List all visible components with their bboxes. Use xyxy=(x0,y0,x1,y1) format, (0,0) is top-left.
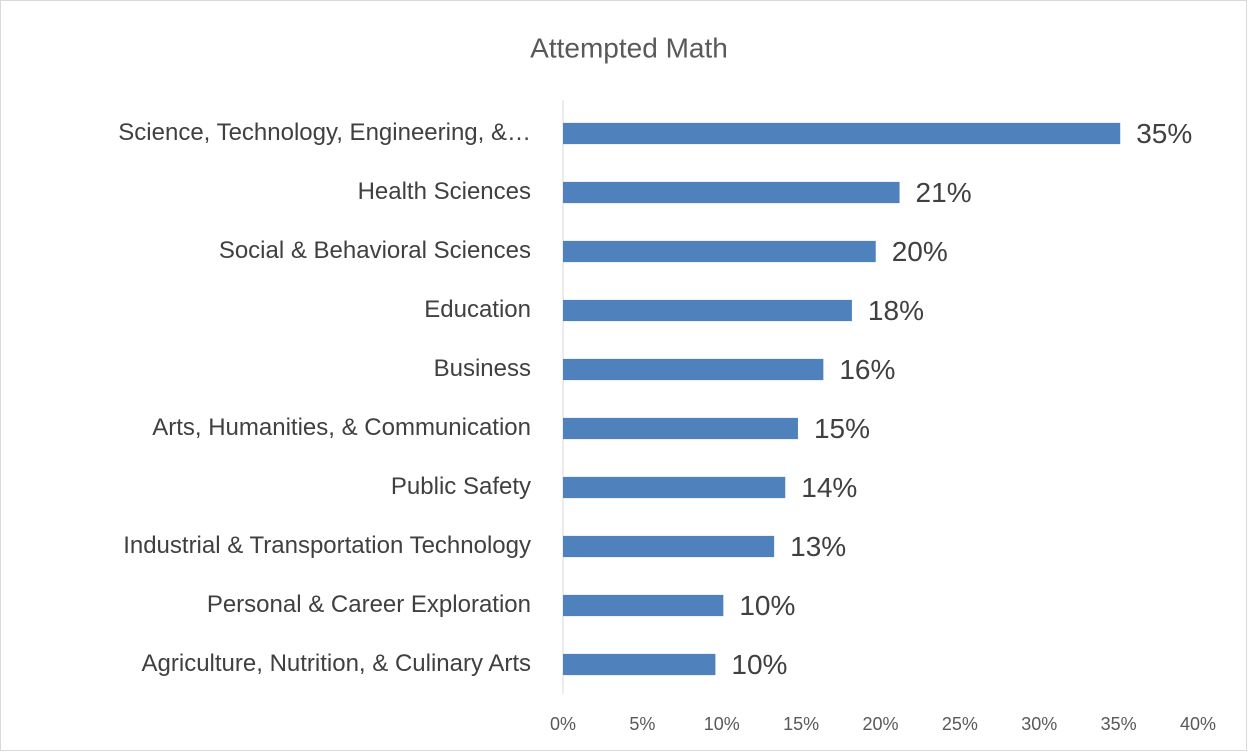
bar xyxy=(563,594,724,617)
data-label: 20% xyxy=(892,236,948,267)
data-label: 14% xyxy=(801,472,857,503)
data-label: 15% xyxy=(814,413,870,444)
data-label: 10% xyxy=(731,649,787,680)
bar xyxy=(563,181,900,204)
data-label: 35% xyxy=(1136,118,1192,149)
x-tick-label: 40% xyxy=(1180,714,1216,734)
x-tick-label: 30% xyxy=(1021,714,1057,734)
x-tick-label: 0% xyxy=(550,714,576,734)
x-tick-label: 35% xyxy=(1101,714,1137,734)
bar xyxy=(563,535,775,558)
bar xyxy=(563,299,852,322)
y-tick-label: Arts, Humanities, & Communication xyxy=(152,414,531,441)
x-tick-label: 15% xyxy=(783,714,819,734)
y-tick-label: Industrial & Transportation Technology xyxy=(123,532,531,559)
bar xyxy=(563,358,824,381)
chart-title: Attempted Math xyxy=(530,32,728,63)
data-label: 16% xyxy=(839,354,895,385)
x-tick-label: 5% xyxy=(629,714,655,734)
data-label: 13% xyxy=(790,531,846,562)
y-tick-label: Health Sciences xyxy=(358,178,531,205)
x-tick-label: 20% xyxy=(862,714,898,734)
x-tick-label: 10% xyxy=(704,714,740,734)
data-label: 21% xyxy=(916,177,972,208)
y-tick-label: Public Safety xyxy=(391,473,531,500)
bar xyxy=(563,122,1121,145)
bar xyxy=(563,417,798,440)
y-tick-label: Business xyxy=(434,355,531,382)
y-tick-label: Education xyxy=(424,296,531,323)
data-label: 10% xyxy=(739,590,795,621)
bar xyxy=(563,240,876,263)
data-label: 18% xyxy=(868,295,924,326)
bar xyxy=(563,653,716,676)
y-tick-label: Science, Technology, Engineering, &… xyxy=(118,119,531,146)
y-tick-label: Social & Behavioral Sciences xyxy=(219,237,531,264)
bar xyxy=(563,476,786,499)
x-tick-label: 25% xyxy=(942,714,978,734)
y-tick-label: Agriculture, Nutrition, & Culinary Arts xyxy=(142,650,531,677)
y-tick-label: Personal & Career Exploration xyxy=(207,591,531,618)
